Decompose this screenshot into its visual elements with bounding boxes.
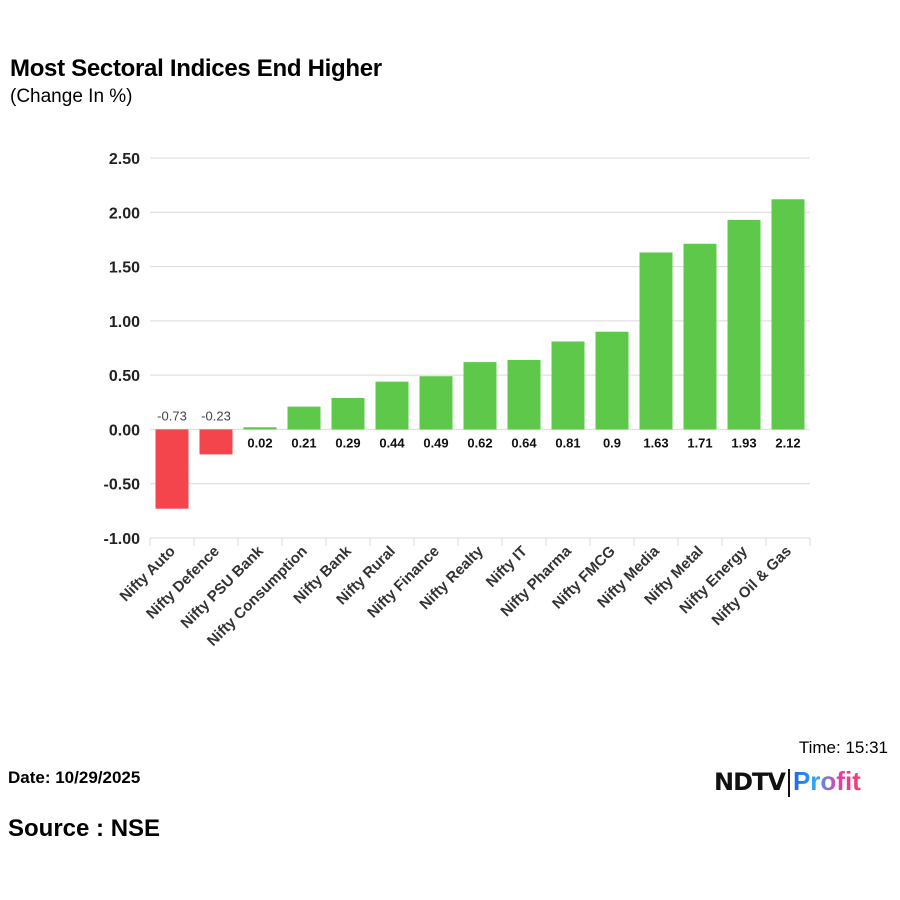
logo-profit: Profit <box>792 766 861 796</box>
data-label: 0.02 <box>247 435 272 450</box>
bar <box>199 429 233 455</box>
y-tick-label: 0.50 <box>109 368 140 385</box>
bar <box>727 219 761 430</box>
y-tick-label: 1.50 <box>109 260 140 277</box>
bar <box>375 381 409 430</box>
bar <box>243 427 277 430</box>
ndtv-profit-logo: NDTV Profit <box>714 766 861 798</box>
bar <box>595 331 629 430</box>
bar <box>683 243 717 430</box>
bar <box>551 341 585 430</box>
y-tick-label: -1.00 <box>104 531 141 548</box>
y-tick-label: 1.00 <box>109 314 140 331</box>
time-label: Time: 15:31 <box>798 738 888 757</box>
x-tick-label: Nifty Oil & Gas <box>709 543 795 629</box>
y-tick-label: -0.50 <box>104 477 141 494</box>
bar <box>771 199 805 430</box>
bar <box>331 397 365 430</box>
data-label: 0.21 <box>291 435 316 450</box>
chart-subtitle: (Change In %) <box>10 86 133 107</box>
data-label: 0.81 <box>555 435 580 450</box>
data-label: 0.29 <box>335 435 360 450</box>
data-label: -0.73 <box>157 408 187 423</box>
source-label: Source : NSE <box>8 815 161 842</box>
chart-title: Most Sectoral Indices End Higher <box>10 55 382 82</box>
data-label: 0.64 <box>511 435 537 450</box>
bar <box>507 359 541 430</box>
data-label: 1.71 <box>687 435 712 450</box>
y-tick-label: 0.00 <box>109 422 140 439</box>
data-label: 1.63 <box>643 435 668 450</box>
bar <box>463 362 497 430</box>
data-label: 0.9 <box>603 435 621 450</box>
bar-chart: 2.50 2.00 1.50 1.00 0.50 0.00 -0.50 -1.00 -0.73 N… <box>104 151 811 650</box>
date-label: Date: 10/29/2025 <box>8 768 141 787</box>
data-label: 1.93 <box>731 435 756 450</box>
data-label: 0.62 <box>467 435 492 450</box>
bar <box>155 429 189 509</box>
data-label: -0.23 <box>201 408 231 423</box>
data-label: 0.49 <box>423 435 448 450</box>
data-label: 2.12 <box>775 435 800 450</box>
bar <box>639 252 673 430</box>
logo-ndtv: NDTV <box>714 768 786 796</box>
y-tick-label: 2.00 <box>109 205 140 222</box>
data-label: 0.44 <box>379 435 405 450</box>
y-tick-label: 2.50 <box>109 151 140 168</box>
bar <box>287 406 321 430</box>
bar <box>419 376 453 430</box>
logo-separator <box>787 769 790 798</box>
